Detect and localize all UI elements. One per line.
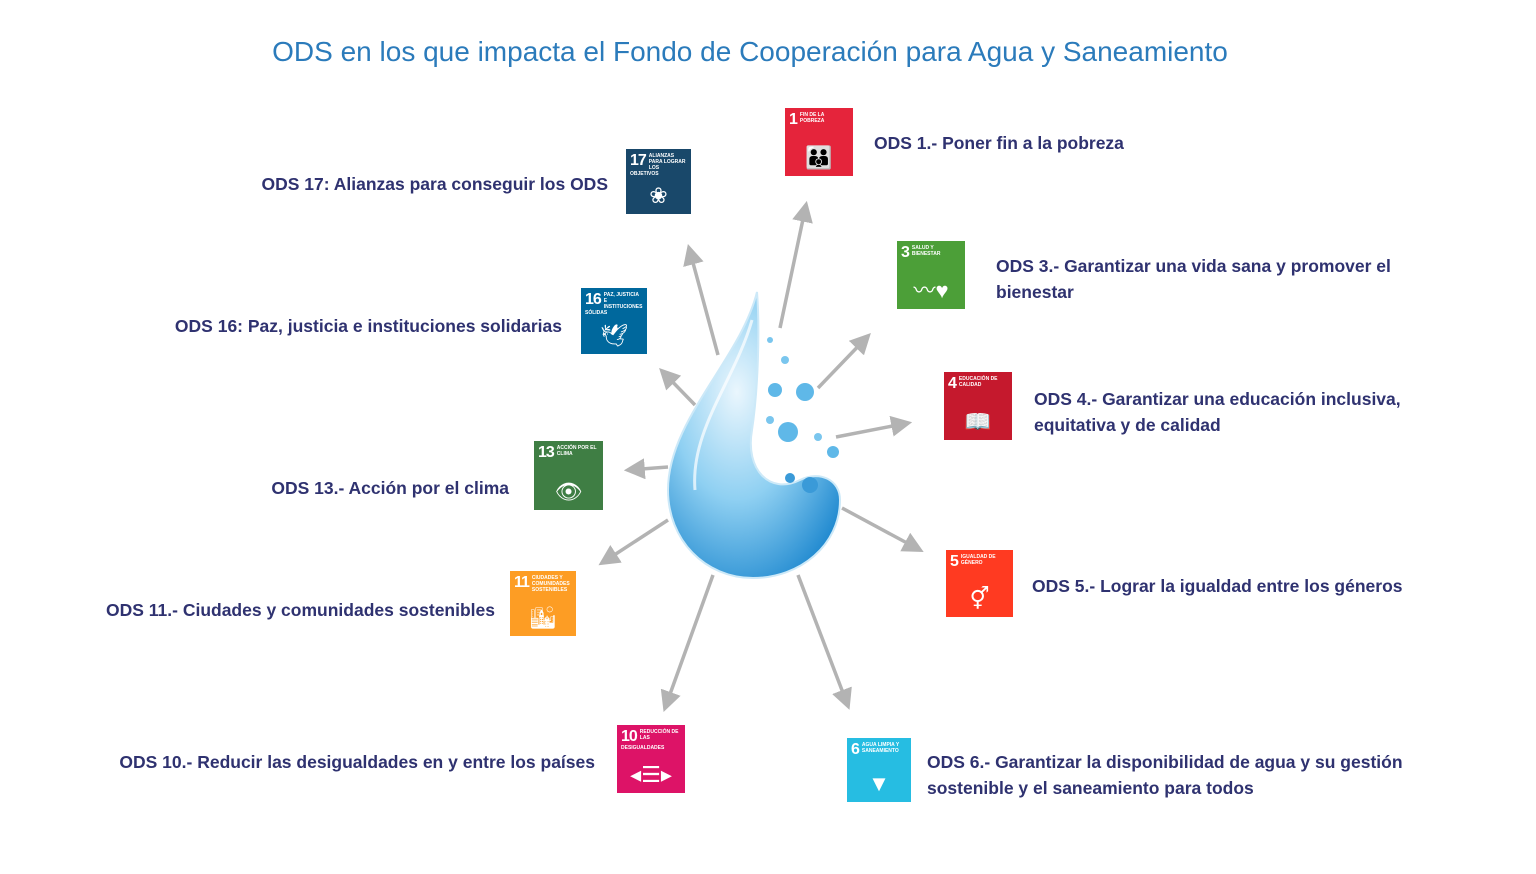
tile-number: 11 — [514, 574, 530, 591]
arrow-ods-16 — [659, 367, 697, 407]
eye-globe-icon: 👁 — [554, 479, 583, 504]
tile-number: 1 — [789, 111, 798, 128]
gender-equality-icon: ⚥ — [969, 586, 990, 611]
label-ods-17: ODS 17: Alianzas para conseguir los ODS — [261, 174, 608, 194]
label-ods-4: ODS 4.- Garantizar una educación inclusi… — [1034, 389, 1401, 435]
tile-caption: Ciudades y comunidades sostenibles — [531, 575, 570, 593]
tile-number: 4 — [948, 375, 957, 392]
sdg-tile-4: 4 Educación de calidad 📖 — [944, 372, 1012, 440]
page-title: ODS en los que impacta el Fondo de Coope… — [272, 36, 1228, 67]
tile-caption: Reducción de las desigualdades — [621, 729, 679, 751]
equality-arrows-icon: ◂☰▸ — [630, 762, 672, 787]
arrow-ods-13 — [623, 458, 669, 480]
sdg-tile-17: 17 Alianzas para lograr los objetivos ❀ — [626, 149, 691, 214]
tile-number: 5 — [950, 553, 959, 570]
label-ods-6: ODS 6.- Garantizar la disponibilidad de … — [927, 752, 1403, 798]
label-ods-1: ODS 1.- Poner fin a la pobreza — [874, 133, 1124, 153]
family-icon: 👪 — [805, 145, 833, 170]
water-drop-icon — [666, 291, 842, 580]
sdg-tile-3: 3 Salud y bienestar 〰♥ — [897, 241, 965, 309]
buildings-icon: 🏙 — [529, 605, 557, 630]
tile-number: 6 — [851, 741, 860, 758]
sdg-tile-6: 6 Agua limpia y saneamiento ▼ — [847, 738, 911, 802]
tile-caption: Alianzas para lograr los objetivos — [630, 153, 686, 177]
arrow-ods-11 — [598, 518, 669, 566]
water-glass-icon: ▼ — [868, 771, 890, 796]
book-icon: 📖 — [964, 409, 992, 434]
label-ods-13: ODS 13.- Acción por el clima — [271, 478, 509, 498]
sdg-tile-1: 1 Fin de la pobreza 👪 — [785, 108, 853, 176]
label-ods-11: ODS 11.- Ciudades y comunidades sostenib… — [105, 600, 495, 620]
arrow-ods-1 — [778, 200, 813, 329]
tile-caption: Educación de calidad — [958, 376, 998, 388]
arrow-ods-6 — [796, 574, 852, 710]
tile-number: 16 — [585, 291, 602, 308]
tile-caption: Agua limpia y saneamiento — [861, 742, 900, 754]
label-ods-5: ODS 5.- Lograr la igualdad entre los gén… — [1032, 576, 1403, 596]
flower-rings-icon: ❀ — [649, 183, 668, 208]
tile-number: 17 — [630, 152, 647, 169]
sdg-tile-11: 11 Ciudades y comunidades sostenibles 🏙 — [510, 571, 576, 636]
sdg-tile-10: 10 Reducción de las desigualdades ◂☰▸ — [617, 725, 685, 793]
dove-gavel-icon: 🕊 — [600, 323, 628, 348]
heartbeat-icon: 〰♥ — [913, 278, 949, 303]
arrow-ods-10 — [660, 574, 715, 712]
arrow-ods-4 — [835, 415, 913, 439]
tile-caption: Fin de la pobreza — [799, 112, 825, 124]
tile-caption: Igualdad de género — [960, 554, 996, 566]
tile-caption: Salud y bienestar — [911, 245, 941, 257]
tile-number: 13 — [538, 444, 555, 461]
sdg-tile-13: 13 Acción por el clima 👁 — [534, 441, 603, 510]
arrow-ods-17 — [683, 243, 720, 356]
tile-caption: Acción por el clima — [556, 445, 597, 457]
label-ods-10: ODS 10.- Reducir las desigualdades en y … — [119, 752, 595, 772]
arrow-ods-5 — [841, 506, 924, 552]
arrow-ods-3 — [816, 332, 871, 390]
tile-number: 10 — [621, 728, 638, 745]
label-ods-3: ODS 3.- Garantizar una vida sana y promo… — [996, 256, 1391, 302]
sdg-tile-16: 16 Paz, justicia e instituciones sólidas … — [581, 288, 647, 354]
tile-number: 3 — [901, 244, 910, 261]
sdg-tile-5: 5 Igualdad de género ⚥ — [946, 550, 1013, 617]
tile-caption: Paz, justicia e instituciones sólidas — [585, 292, 643, 316]
label-ods-16: ODS 16: Paz, justicia e instituciones so… — [174, 316, 562, 336]
